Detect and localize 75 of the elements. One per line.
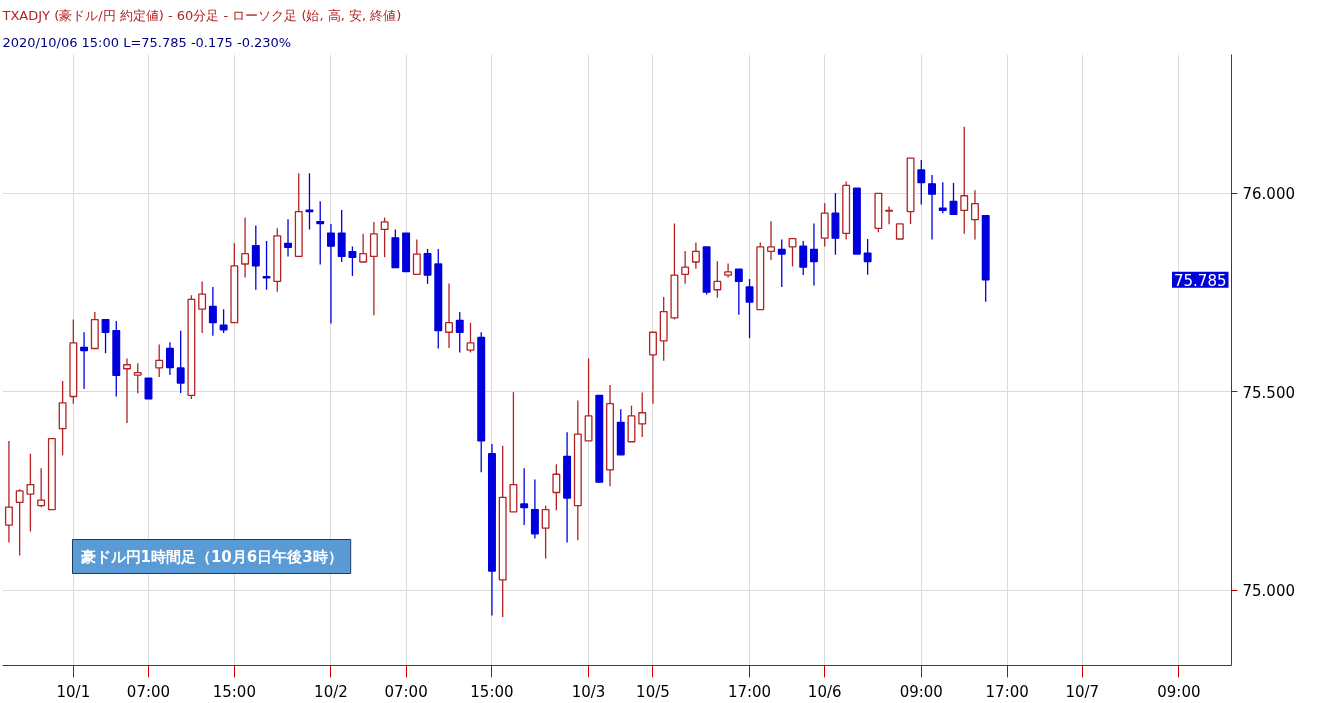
candlestick xyxy=(552,463,561,512)
candlestick xyxy=(4,440,13,544)
x-tick-label: 10/1 xyxy=(56,682,91,701)
candlestick xyxy=(767,220,775,261)
candlestick xyxy=(928,174,937,241)
candlestick xyxy=(26,452,35,533)
candlestick xyxy=(520,467,529,526)
x-tick-label: 17:00 xyxy=(727,682,772,701)
candlestick xyxy=(960,126,969,235)
candlestick xyxy=(80,331,89,390)
candlestick xyxy=(455,311,464,354)
candlestick xyxy=(284,218,292,258)
candlestick xyxy=(681,250,690,285)
candlestick xyxy=(37,467,46,508)
candlestick xyxy=(691,241,700,270)
x-tick-label: 07:00 xyxy=(126,682,171,701)
x-tick-label: 10/7 xyxy=(1065,682,1100,701)
chart-title: TXADJY (豪ドル/円 約定値) - 60分足 - ローソク足 (始, 高, 安, 終値) xyxy=(1,7,402,23)
candlestick xyxy=(251,224,260,291)
candlestick xyxy=(938,181,947,214)
x-tick-label: 10/2 xyxy=(314,682,348,701)
candlestick xyxy=(638,391,647,438)
x-tick-label: 10/3 xyxy=(571,682,606,701)
x-tick-label: 10/6 xyxy=(807,682,842,701)
x-tick-label: 15:00 xyxy=(212,682,256,701)
x-tick-label: 07:00 xyxy=(384,682,428,701)
candlestick xyxy=(970,189,979,241)
candlestick xyxy=(466,322,475,354)
y-tick-label: 75.500 xyxy=(1242,383,1295,402)
candlestick xyxy=(777,238,786,288)
annotation: 75.785 xyxy=(1174,271,1227,290)
x-tick-label: 15:00 xyxy=(470,682,514,701)
annotation: 豪ドル円1時間足（10月6日午後3時） xyxy=(79,547,343,566)
candlestick xyxy=(745,278,754,339)
candlestick xyxy=(423,248,432,285)
candlestick xyxy=(123,357,131,424)
candlestick xyxy=(369,221,378,316)
candlestick xyxy=(165,341,174,376)
candlestick xyxy=(101,318,110,354)
x-tick-label: 09:00 xyxy=(899,682,943,701)
x-tick-label: 09:00 xyxy=(1157,682,1201,701)
candlestick xyxy=(155,343,164,378)
candlestick xyxy=(885,205,894,225)
candlestick xyxy=(337,209,346,263)
x-tick-label: 17:00 xyxy=(985,682,1029,701)
candlestick xyxy=(326,223,335,325)
candlestick xyxy=(208,286,217,337)
candlestick xyxy=(788,237,797,268)
candlestick xyxy=(713,260,722,299)
candlestick xyxy=(133,362,142,394)
candlestick xyxy=(144,377,153,400)
candlestick xyxy=(734,268,743,316)
candlestick xyxy=(176,329,185,394)
y-tick-label: 75.000 xyxy=(1242,582,1295,601)
candlestick xyxy=(316,200,325,266)
y-tick-label: 76.000 xyxy=(1242,185,1295,204)
candlestick xyxy=(305,172,314,231)
candlestick xyxy=(241,216,250,279)
candlestick xyxy=(917,159,926,206)
candlestick xyxy=(219,308,228,334)
candlestick xyxy=(412,238,421,275)
candlestick xyxy=(541,504,550,560)
candlestick xyxy=(359,233,368,263)
candlestick xyxy=(15,488,24,557)
candlestick xyxy=(380,216,389,258)
candlestick xyxy=(348,245,357,277)
candlestick xyxy=(262,240,271,291)
candlestick xyxy=(648,331,657,405)
candlestick xyxy=(445,282,453,349)
candlestick xyxy=(198,280,207,334)
candlestick xyxy=(863,238,872,276)
x-tick-label: 10/5 xyxy=(636,682,670,701)
chart-subtitle: 2020/10/06 15:00 L=75.785 -0.175 -0.230% xyxy=(2,34,292,50)
candlestick xyxy=(799,240,808,276)
candlestick xyxy=(809,222,818,287)
